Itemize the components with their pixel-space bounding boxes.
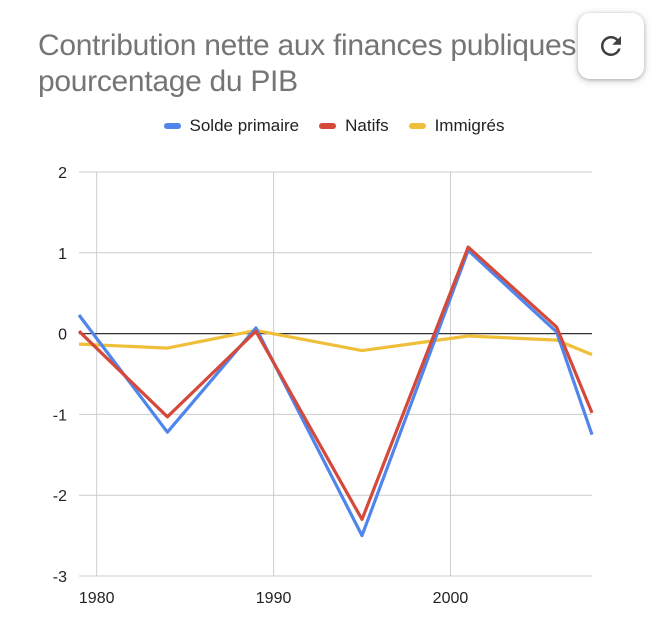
x-tick-label: 2000 bbox=[433, 590, 469, 607]
axis-ticks: 2 1 0 -1 -2 -3 1980 1990 2000 bbox=[53, 165, 469, 607]
refresh-button[interactable] bbox=[578, 13, 644, 79]
y-tick-label: 1 bbox=[58, 246, 67, 263]
legend-swatch-immigres bbox=[408, 123, 426, 129]
series-line-solde bbox=[77, 248, 594, 538]
y-tick-label: 2 bbox=[58, 165, 67, 182]
y-tick-label: -3 bbox=[53, 569, 67, 586]
chart-title-line-2: pourcentage du PIB bbox=[38, 65, 298, 98]
legend-item-natifs[interactable]: Natifs bbox=[319, 116, 389, 136]
y-tick-label: 0 bbox=[58, 327, 67, 344]
x-tick-label: 1980 bbox=[79, 590, 115, 607]
legend: Solde primaire Natifs Immigrés bbox=[0, 116, 668, 136]
legend-swatch-solde-primaire bbox=[163, 123, 181, 129]
grid-lines bbox=[79, 171, 592, 577]
legend-label-solde-primaire: Solde primaire bbox=[189, 116, 300, 135]
series-line-natifs bbox=[77, 245, 594, 522]
legend-label-natifs: Natifs bbox=[345, 116, 389, 135]
legend-item-immigres[interactable]: Immigrés bbox=[408, 116, 505, 136]
legend-swatch-natifs bbox=[319, 123, 337, 129]
series-line-immigres bbox=[78, 328, 593, 357]
data-series bbox=[77, 245, 594, 538]
chart-title: Contribution nette aux finances publique… bbox=[38, 28, 598, 100]
y-tick-label: -2 bbox=[53, 488, 67, 505]
y-tick-label: -1 bbox=[53, 407, 67, 424]
legend-item-solde-primaire[interactable]: Solde primaire bbox=[163, 116, 300, 136]
legend-label-immigres: Immigrés bbox=[434, 116, 505, 135]
x-tick-label: 1990 bbox=[256, 590, 292, 607]
chart-title-line-1: Contribution nette aux finances publique… bbox=[38, 29, 577, 62]
